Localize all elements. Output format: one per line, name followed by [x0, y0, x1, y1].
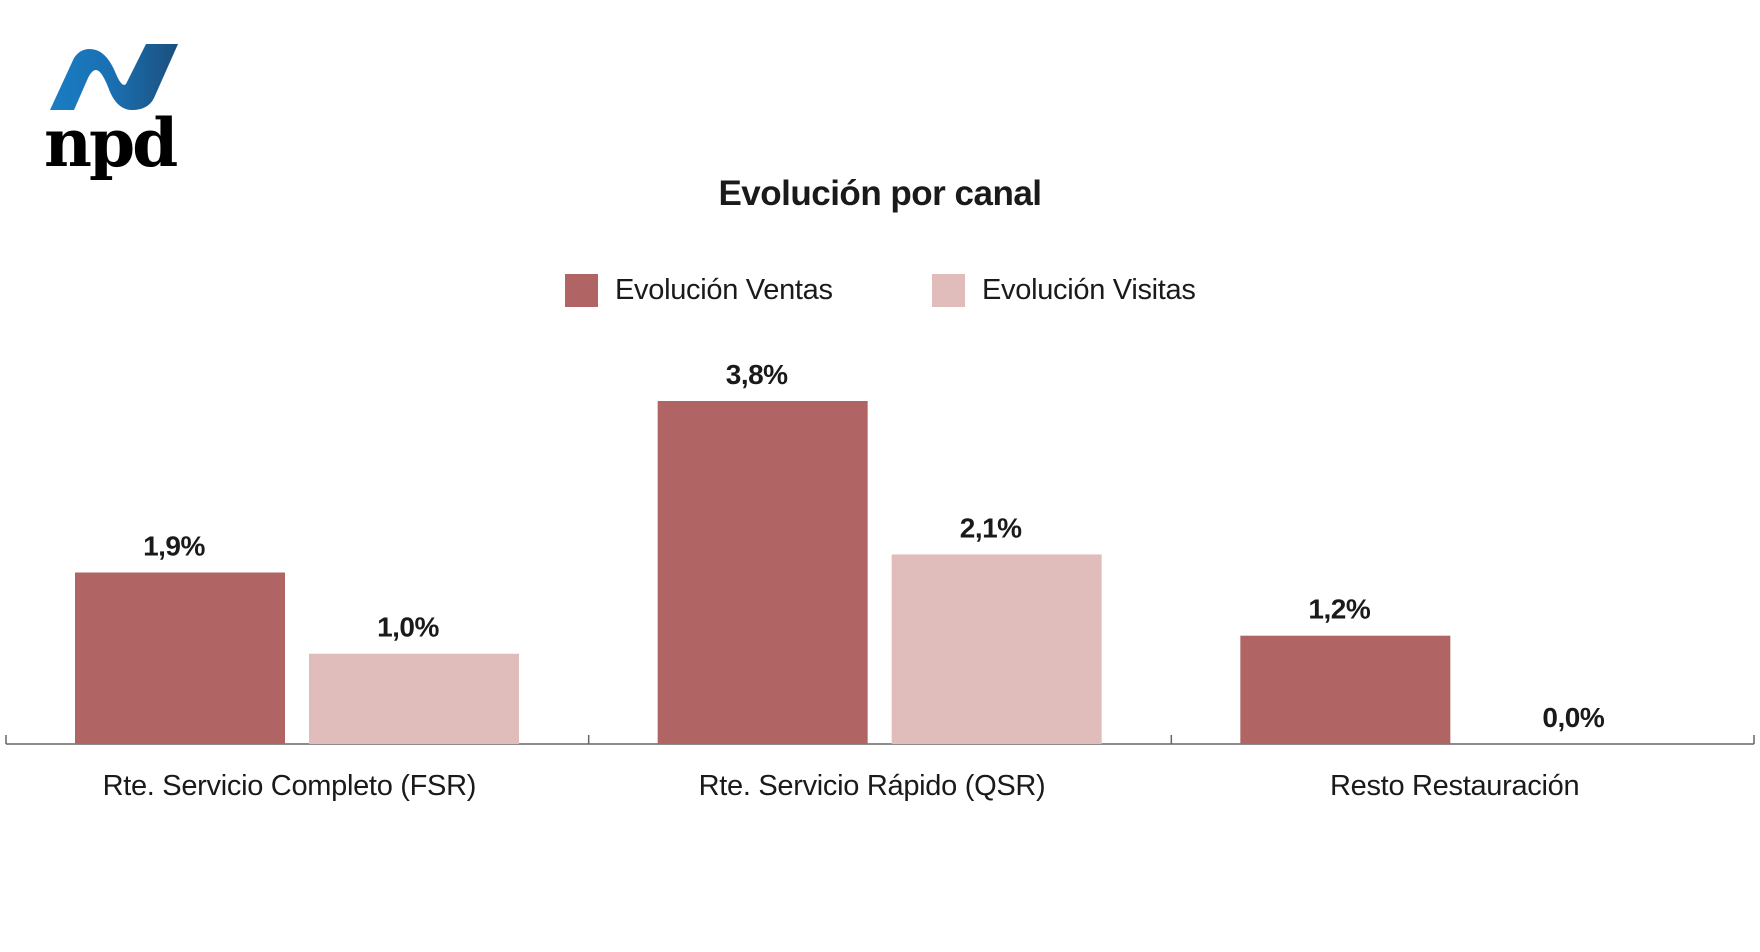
- bar: [657, 401, 868, 744]
- category-label: Rte. Servicio Completo (FSR): [103, 770, 477, 802]
- svg-text:npd: npd: [44, 104, 177, 182]
- bar: [309, 653, 519, 744]
- legend-swatch-ventas: [565, 274, 598, 307]
- legend-label-visitas: Evolución Visitas: [982, 274, 1196, 306]
- data-label: 1,2%: [1308, 594, 1370, 625]
- data-label: 1,0%: [377, 612, 439, 643]
- data-label: 3,8%: [726, 359, 788, 390]
- npd-logo: npd: [44, 44, 180, 182]
- bar: [75, 572, 285, 744]
- chart-title: Evolución por canal: [718, 174, 1042, 213]
- bar: [891, 554, 1102, 744]
- legend-label-ventas: Evolución Ventas: [615, 274, 833, 306]
- legend-swatch-visitas: [932, 274, 965, 307]
- category-label: Rte. Servicio Rápido (QSR): [699, 770, 1046, 802]
- legend-item-visitas: Evolución Visitas: [932, 274, 1196, 307]
- data-label: 0,0%: [1542, 702, 1604, 733]
- bar: [1240, 635, 1451, 744]
- category-label: Resto Restauración: [1330, 770, 1579, 802]
- data-label: 1,9%: [143, 531, 205, 562]
- legend-item-ventas: Evolución Ventas: [565, 274, 833, 307]
- data-label: 2,1%: [960, 512, 1022, 543]
